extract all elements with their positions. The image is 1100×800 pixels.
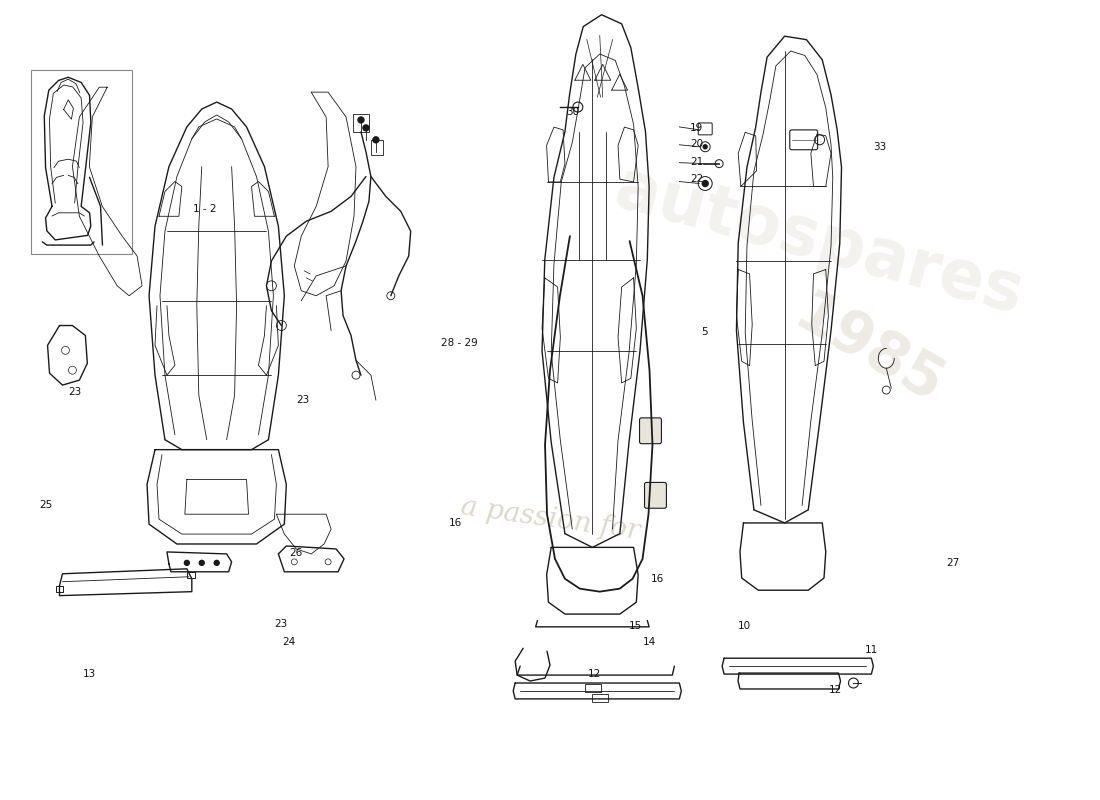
Bar: [592, 694, 607, 702]
Text: 20: 20: [690, 139, 703, 149]
Bar: [585, 684, 601, 692]
Text: 12: 12: [829, 685, 843, 695]
Text: 5: 5: [701, 327, 707, 338]
Bar: [55, 586, 64, 592]
Text: 1985: 1985: [784, 285, 953, 416]
Circle shape: [358, 117, 364, 123]
Text: 16: 16: [449, 518, 463, 528]
Text: 23: 23: [274, 619, 287, 629]
Circle shape: [185, 560, 189, 566]
Circle shape: [363, 125, 368, 131]
Text: 14: 14: [644, 638, 657, 647]
Text: 13: 13: [82, 669, 96, 679]
Text: 27: 27: [946, 558, 959, 568]
Bar: [31, 70, 132, 254]
Text: 22: 22: [690, 174, 703, 184]
FancyBboxPatch shape: [645, 482, 667, 508]
Text: 11: 11: [866, 646, 879, 655]
Text: 23: 23: [68, 387, 81, 397]
Bar: [371, 140, 383, 154]
Text: 21: 21: [690, 157, 703, 166]
Text: 1 - 2: 1 - 2: [192, 204, 217, 214]
Text: 30: 30: [566, 107, 580, 118]
Circle shape: [702, 181, 708, 186]
Text: 19: 19: [690, 123, 703, 134]
Text: 33: 33: [873, 142, 887, 152]
Text: autospares: autospares: [607, 155, 1030, 327]
Text: 23: 23: [296, 395, 309, 405]
Text: a passion for: a passion for: [459, 494, 641, 545]
Text: 12: 12: [588, 669, 602, 679]
Circle shape: [373, 137, 378, 142]
Text: 25: 25: [39, 500, 52, 510]
Text: 15: 15: [629, 622, 642, 631]
Text: 10: 10: [738, 622, 751, 631]
Text: 28 - 29: 28 - 29: [441, 338, 477, 348]
Bar: [187, 572, 195, 578]
Bar: [353, 114, 369, 132]
Circle shape: [214, 560, 219, 566]
Circle shape: [199, 560, 205, 566]
Circle shape: [703, 145, 707, 149]
FancyBboxPatch shape: [639, 418, 661, 444]
Text: 24: 24: [282, 638, 295, 647]
Text: 26: 26: [289, 547, 302, 558]
Text: 16: 16: [651, 574, 664, 584]
